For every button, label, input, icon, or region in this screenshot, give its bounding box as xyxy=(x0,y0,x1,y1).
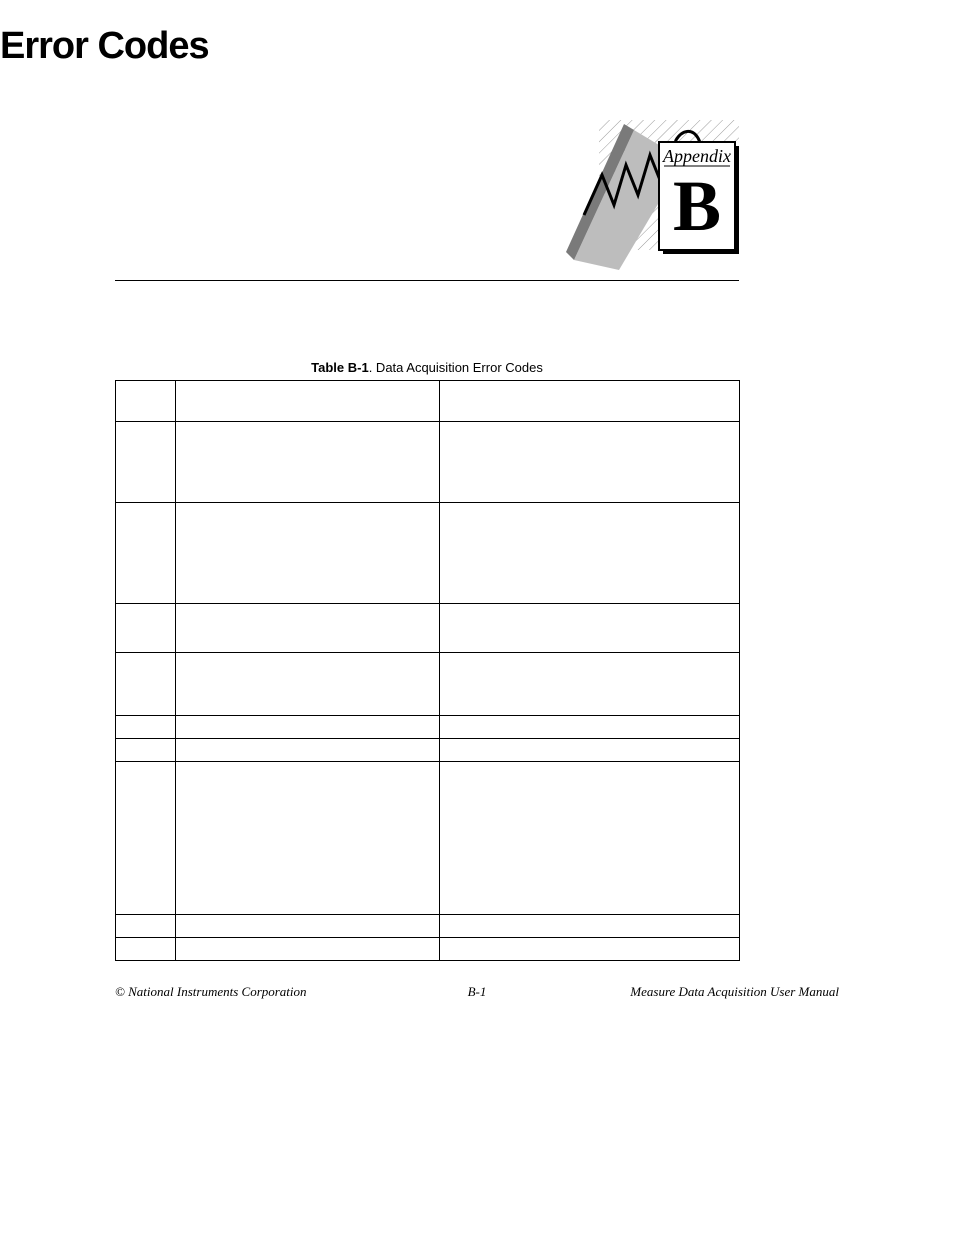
error-codes-table xyxy=(115,380,740,961)
table-cell xyxy=(176,762,440,915)
table-cell xyxy=(440,422,740,503)
table-cell xyxy=(440,653,740,716)
table-cell xyxy=(116,739,176,762)
table-cell xyxy=(176,653,440,716)
table-cell xyxy=(116,762,176,915)
table-row xyxy=(116,653,740,716)
page-title: Error Codes xyxy=(0,25,954,68)
table-cell xyxy=(440,762,740,915)
table-caption: Table B-1. Data Acquisition Error Codes xyxy=(115,360,739,375)
table-cell xyxy=(440,604,740,653)
table-cell xyxy=(116,653,176,716)
table-cell xyxy=(116,604,176,653)
table-row xyxy=(116,762,740,915)
table-cell xyxy=(440,938,740,961)
table-cell xyxy=(176,716,440,739)
table-row xyxy=(116,739,740,762)
appendix-letter: B xyxy=(673,166,721,246)
table-cell xyxy=(176,422,440,503)
table-row xyxy=(116,938,740,961)
table-cell xyxy=(176,381,440,422)
table-cell xyxy=(176,938,440,961)
table-cell xyxy=(440,739,740,762)
table-cell xyxy=(176,503,440,604)
table-cell xyxy=(440,381,740,422)
table-cell xyxy=(116,503,176,604)
table-cell xyxy=(440,503,740,604)
error-codes-tbody xyxy=(116,381,740,961)
page-footer: © National Instruments Corporation B-1 M… xyxy=(115,984,839,1000)
table-cell xyxy=(176,604,440,653)
table-cell xyxy=(116,915,176,938)
table-cell xyxy=(116,938,176,961)
appendix-label: Appendix xyxy=(662,146,731,166)
table-row xyxy=(116,915,740,938)
page: Error Codes Appendix xyxy=(0,25,954,1260)
table-row xyxy=(116,604,740,653)
table-cell xyxy=(176,739,440,762)
table-row xyxy=(116,422,740,503)
table-cell xyxy=(176,915,440,938)
table-row xyxy=(116,503,740,604)
table-row xyxy=(116,381,740,422)
table-cell xyxy=(440,915,740,938)
table-cell xyxy=(116,716,176,739)
table-row xyxy=(116,716,740,739)
table-cell xyxy=(116,381,176,422)
table-cell xyxy=(116,422,176,503)
footer-page-number: B-1 xyxy=(115,984,839,1000)
appendix-badge-icon: Appendix B xyxy=(564,120,739,270)
table-cell xyxy=(440,716,740,739)
title-rule xyxy=(115,280,739,281)
